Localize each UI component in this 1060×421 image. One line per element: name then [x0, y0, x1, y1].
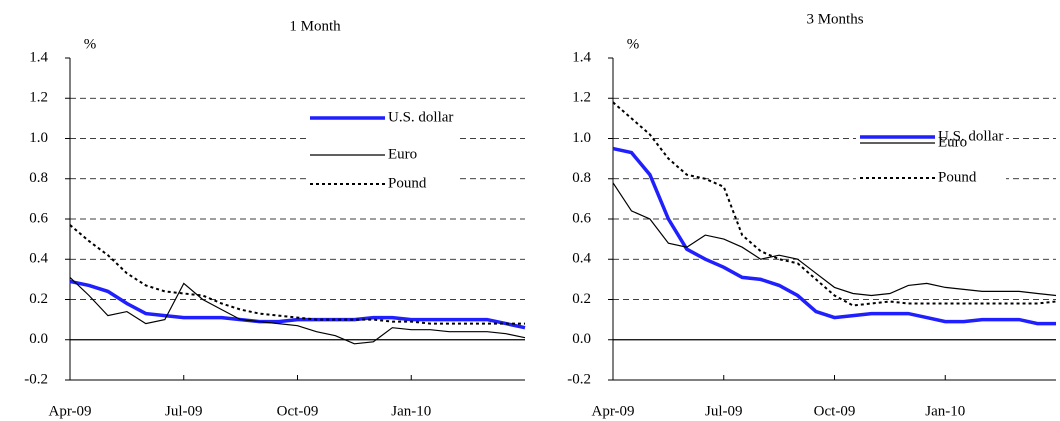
- legend-label: U.S. dollar: [938, 128, 1003, 144]
- y-tick-label: 1.2: [29, 90, 48, 106]
- y-tick-label: 1.4: [572, 49, 591, 65]
- legend-label: Euro: [938, 134, 967, 150]
- series-line: [612, 101, 1057, 307]
- y-tick-label: 1.0: [29, 130, 48, 146]
- y-axis-label: %: [627, 36, 640, 52]
- y-tick-label: 0.0: [29, 331, 48, 347]
- legend-label: U.S. dollar: [388, 109, 453, 125]
- y-tick-label: 1.2: [572, 90, 591, 106]
- series-line: [69, 224, 525, 325]
- y-tick-label: 1.0: [572, 130, 591, 146]
- y-tick-label: 0.6: [572, 210, 591, 226]
- chart: 3 Months% -0.2 0.0 0.2 0.4 0.6 0.8 1.0 1.2 1.4 Apr…: [567, 11, 1057, 419]
- y-tick-label: 0.6: [29, 210, 48, 226]
- x-tick-label: Apr-09: [591, 403, 634, 419]
- chart: 1 Month% -0.2 0.0 0.2 0.4 0.6 0.8 1.0 1.2 1.4 Apr-…: [24, 18, 526, 419]
- series-line: [612, 182, 1057, 297]
- x-tick-label: Oct-09: [277, 403, 319, 419]
- y-axis-label: %: [84, 36, 97, 52]
- y-tick-label: 0.0: [572, 331, 591, 347]
- x-tick-label: Jan-10: [391, 403, 431, 419]
- y-tick-label: 0.2: [29, 291, 48, 307]
- x-tick-label: Jul-09: [165, 403, 203, 419]
- y-tick-label: -0.2: [24, 371, 48, 387]
- x-tick-label: Jul-09: [705, 403, 743, 419]
- x-tick-label: Jan-10: [925, 403, 965, 419]
- legend-label: Pound: [388, 175, 427, 191]
- y-tick-label: 0.8: [29, 170, 48, 186]
- legend-label: Euro: [388, 146, 417, 162]
- x-tick-label: Oct-09: [814, 403, 856, 419]
- x-tick-label: Apr-09: [48, 403, 91, 419]
- series-line: [69, 279, 526, 330]
- y-tick-label: 0.2: [572, 291, 591, 307]
- legend-background: [856, 123, 1006, 192]
- series-line: [69, 276, 526, 345]
- chart-title: 3 Months: [806, 11, 863, 27]
- y-tick-label: 1.4: [29, 49, 48, 65]
- series-line: [612, 146, 1056, 326]
- chart-title: 1 Month: [289, 18, 341, 34]
- y-tick-label: -0.2: [567, 371, 591, 387]
- y-tick-label: 0.8: [572, 170, 591, 186]
- legend: U.S. dollar Euro Pound: [306, 104, 456, 198]
- y-tick-label: 0.4: [29, 251, 48, 267]
- legend-label: Pound: [938, 169, 977, 185]
- y-tick-label: 0.4: [572, 251, 591, 267]
